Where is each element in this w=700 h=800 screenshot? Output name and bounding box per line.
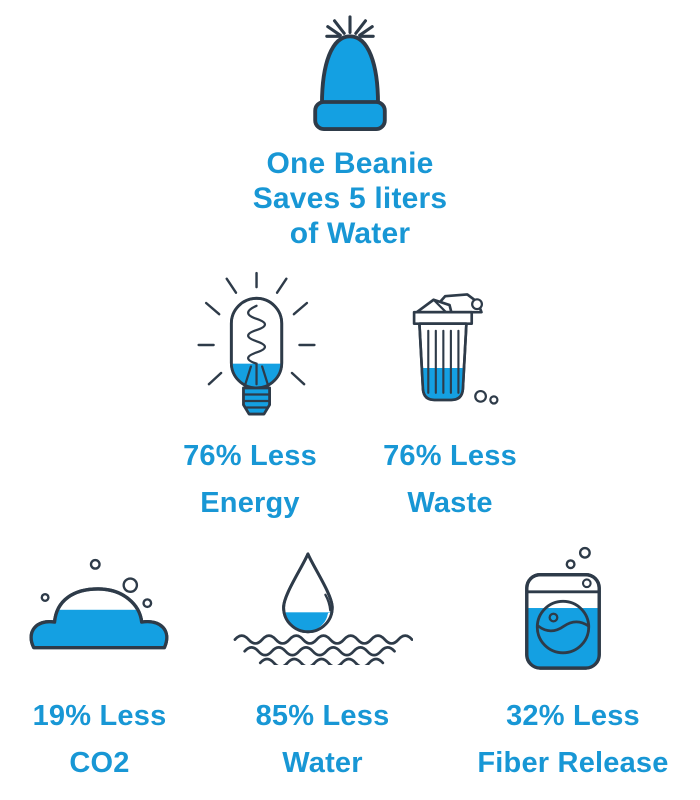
- stat-waste-category: Waste: [407, 487, 493, 519]
- stats-row-bottom: 19% Less CO2: [0, 546, 700, 787]
- stat-energy-label: 76% Less Energy: [183, 433, 317, 527]
- stat-water-value: 85% Less: [255, 700, 390, 732]
- stat-waste-label: 76% Less Waste: [383, 433, 517, 527]
- hero-section: One Beanie Saves 5 liters of Water: [0, 0, 700, 251]
- washing-machine-icon: [525, 546, 601, 670]
- stat-waste-value: 76% Less: [383, 440, 517, 472]
- stat-water: 85% Less Water: [203, 547, 443, 787]
- stat-fiber-label: 32% Less Fiber Release: [477, 693, 668, 787]
- stat-co2-label: 19% Less CO2: [33, 693, 167, 787]
- title-line-2: Saves 5 liters: [252, 182, 448, 215]
- stat-water-label: 85% Less Water: [256, 693, 390, 787]
- stat-fiber-value: 32% Less: [506, 700, 640, 732]
- stats-row-top: 76% Less Energy: [0, 269, 700, 527]
- light-bulb-icon: [197, 271, 316, 416]
- co2-cloud-icon: [29, 558, 168, 650]
- beanie-icon: [313, 15, 387, 131]
- stat-waste: 76% Less Waste: [350, 269, 550, 527]
- trash-can-icon: [412, 293, 499, 405]
- stat-energy-category: Energy: [200, 487, 300, 519]
- stat-energy: 76% Less Energy: [150, 269, 350, 527]
- title-line-3: of Water: [289, 217, 411, 250]
- stat-co2-value: 19% Less: [32, 700, 167, 732]
- water-drop-icon: [233, 552, 413, 665]
- page-title: One Beanie Saves 5 liters of Water: [253, 146, 448, 251]
- stat-water-category: Water: [282, 747, 363, 779]
- title-line-1: One Beanie: [266, 147, 434, 180]
- stat-energy-value: 76% Less: [183, 440, 317, 472]
- stat-co2-category: CO2: [69, 747, 130, 779]
- stat-fiber: 32% Less Fiber Release: [448, 546, 698, 787]
- stat-fiber-category: Fiber Release: [477, 747, 669, 779]
- stat-co2: 19% Less CO2: [2, 547, 197, 787]
